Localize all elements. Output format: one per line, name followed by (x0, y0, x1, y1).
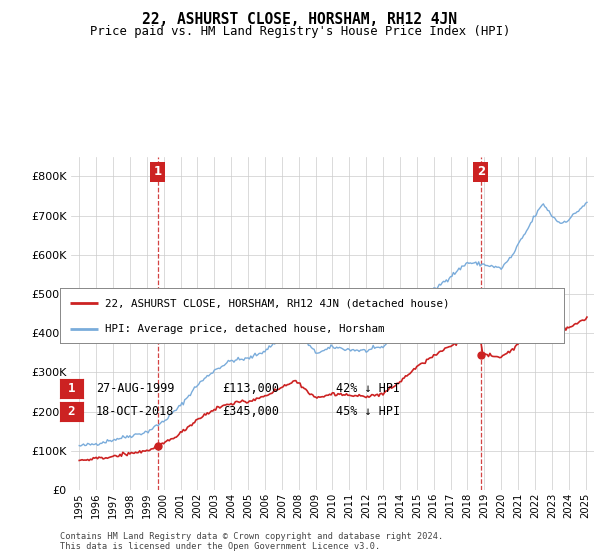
Text: Contains HM Land Registry data © Crown copyright and database right 2024.
This d: Contains HM Land Registry data © Crown c… (60, 531, 443, 551)
Text: 45% ↓ HPI: 45% ↓ HPI (336, 405, 400, 418)
Text: 22, ASHURST CLOSE, HORSHAM, RH12 4JN (detached house): 22, ASHURST CLOSE, HORSHAM, RH12 4JN (de… (106, 298, 450, 308)
Text: 2: 2 (68, 405, 75, 418)
Text: 27-AUG-1999: 27-AUG-1999 (96, 381, 175, 395)
Text: 42% ↓ HPI: 42% ↓ HPI (336, 381, 400, 395)
Text: £345,000: £345,000 (222, 405, 279, 418)
Text: £113,000: £113,000 (222, 381, 279, 395)
Text: 1: 1 (154, 165, 162, 178)
Text: 22, ASHURST CLOSE, HORSHAM, RH12 4JN: 22, ASHURST CLOSE, HORSHAM, RH12 4JN (143, 12, 458, 27)
Text: 18-OCT-2018: 18-OCT-2018 (96, 405, 175, 418)
Text: 1: 1 (68, 381, 75, 395)
Text: 2: 2 (476, 165, 485, 178)
Text: Price paid vs. HM Land Registry's House Price Index (HPI): Price paid vs. HM Land Registry's House … (90, 25, 510, 38)
Text: HPI: Average price, detached house, Horsham: HPI: Average price, detached house, Hors… (106, 324, 385, 334)
